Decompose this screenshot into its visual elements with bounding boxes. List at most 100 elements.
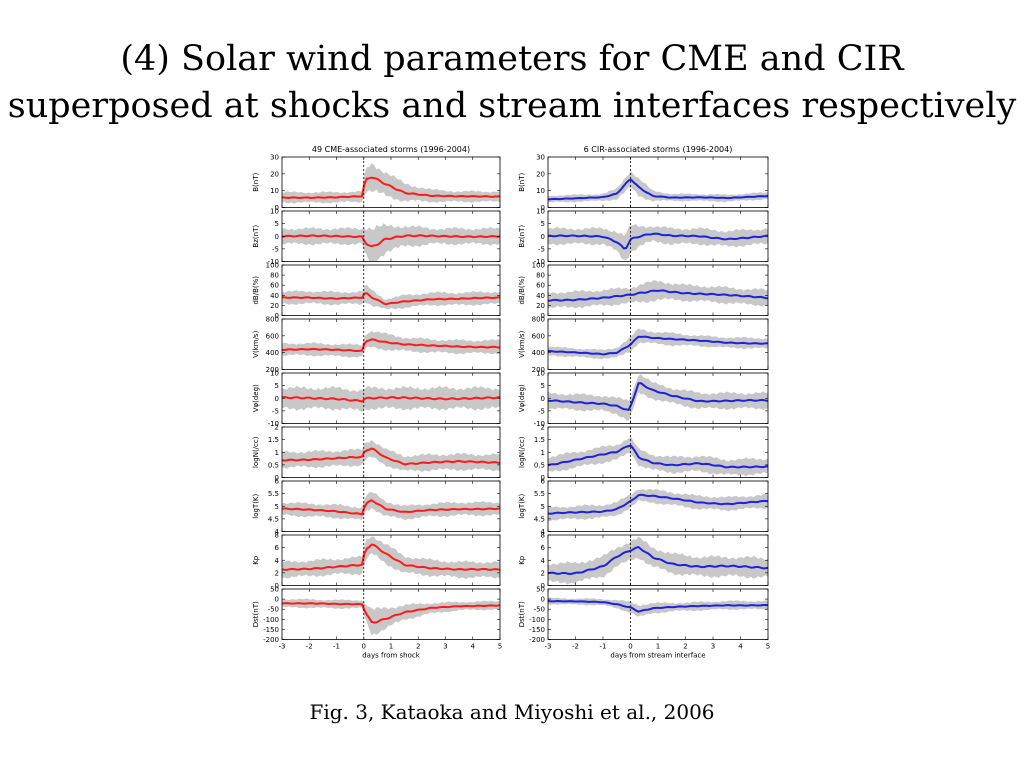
y-tick-label: 0.5 xyxy=(534,461,545,469)
y-tick-label: 1.5 xyxy=(534,436,545,444)
y-axis-label: V(km/s) xyxy=(518,330,526,357)
x-tick-label: 2 xyxy=(683,643,687,651)
y-tick-label: 0 xyxy=(541,474,545,482)
mean-curve xyxy=(547,600,769,613)
y-tick-label: 4.5 xyxy=(268,515,279,523)
y-tick-label: 0 xyxy=(541,596,545,604)
x-tick-label: 1 xyxy=(389,643,393,651)
y-tick-label: 4 xyxy=(275,528,280,536)
y-tick-label: 0 xyxy=(275,582,279,590)
y-tick-label: -5 xyxy=(538,245,545,253)
x-tick-label: -1 xyxy=(600,643,607,651)
y-tick-label: -50 xyxy=(534,606,545,614)
y-tick-label: 800 xyxy=(266,316,279,324)
spread-band xyxy=(548,374,768,421)
y-tick-label: 0 xyxy=(275,395,279,403)
y-tick-label: 40 xyxy=(536,292,545,300)
y-tick-label: 100 xyxy=(532,262,545,270)
y-tick-label: 4 xyxy=(275,557,280,565)
chart-title: 49 CME-associated storms (1996-2004) xyxy=(312,145,470,154)
y-tick-label: -200 xyxy=(263,636,279,644)
mean-curve xyxy=(281,602,501,624)
mean-curve xyxy=(281,234,501,248)
y-tick-label: -10 xyxy=(534,258,545,266)
y-axis-label: V(km/s) xyxy=(252,330,260,357)
y-tick-label: 0 xyxy=(541,204,545,212)
panel-frame xyxy=(547,588,769,640)
y-tick-label: 600 xyxy=(532,332,545,340)
y-tick-label: 4.5 xyxy=(534,515,545,523)
y-axis-label: Kp xyxy=(518,555,526,565)
y-axis-label: B(nT) xyxy=(518,172,526,191)
y-tick-label: 0 xyxy=(275,233,279,241)
y-tick-label: 10 xyxy=(536,370,545,378)
panel-3: 0 20 40 60 80 100 dB/B(%) xyxy=(252,262,501,320)
y-tick-label: 2 xyxy=(275,424,279,432)
spread-band xyxy=(282,330,500,358)
mean-curve xyxy=(281,447,501,466)
y-tick-label: 20 xyxy=(270,302,279,310)
y-tick-label: 10 xyxy=(270,370,279,378)
y-tick-label: -10 xyxy=(534,420,545,428)
y-axis-label: logN(/cc) xyxy=(518,436,526,468)
panel-7: 4 4.5 5 5.5 6 logT(K) xyxy=(252,478,501,536)
spread-band xyxy=(282,284,500,310)
x-tick-label: -2 xyxy=(572,643,579,651)
x-tick-label: 5 xyxy=(498,643,502,651)
y-tick-label: 0 xyxy=(541,582,545,590)
y-tick-label: 5.5 xyxy=(534,490,545,498)
x-tick-label: -2 xyxy=(306,643,313,651)
mean-curve xyxy=(281,396,501,403)
x-tick-label: 4 xyxy=(471,643,476,651)
y-tick-label: 0 xyxy=(275,474,279,482)
mean-curve xyxy=(281,292,501,306)
x-tick-label: 0 xyxy=(628,643,632,651)
y-tick-label: 20 xyxy=(270,170,279,178)
y-tick-label: 5 xyxy=(541,382,545,390)
slide-title-line-2: superposed at shocks and stream interfac… xyxy=(7,86,1017,126)
x-tick-label: -3 xyxy=(545,643,552,651)
y-tick-label: 50 xyxy=(536,586,545,594)
y-tick-label: -150 xyxy=(263,626,279,634)
mean-curve xyxy=(547,444,769,469)
mean-curve xyxy=(281,338,501,353)
x-axis-label: days from stream interface xyxy=(610,652,705,660)
spread-band xyxy=(548,280,768,309)
y-tick-label: 10 xyxy=(536,187,545,195)
panel-8: 0 2 4 6 8 Kp xyxy=(518,532,769,590)
y-tick-label: -5 xyxy=(272,407,279,415)
y-tick-label: 4 xyxy=(541,557,546,565)
panel-4: 200 400 600 800 V(km/s) xyxy=(252,316,501,374)
spread-band xyxy=(282,385,500,412)
x-tick-label: 0 xyxy=(362,643,366,651)
mean-curve xyxy=(547,382,769,411)
slide-title: (4) Solar wind parameters for CME and CI… xyxy=(0,36,1024,130)
panel-5: -10 -5 0 5 10 Vφ(deg) xyxy=(518,370,769,428)
y-tick-label: 1 xyxy=(541,449,545,457)
y-axis-label: Vφ(deg) xyxy=(252,384,260,412)
mean-curve xyxy=(547,493,769,515)
y-tick-label: 8 xyxy=(541,532,545,540)
panel-1: 0 10 20 30 B(nT) xyxy=(252,154,501,212)
y-tick-label: -150 xyxy=(529,626,545,634)
spread-band xyxy=(548,488,768,522)
y-tick-label: 0.5 xyxy=(268,461,279,469)
y-axis-label: logT(K) xyxy=(252,493,260,518)
y-tick-label: 0 xyxy=(275,204,279,212)
mean-curve xyxy=(547,289,769,302)
y-tick-label: 400 xyxy=(266,349,279,357)
y-tick-label: 10 xyxy=(270,208,279,216)
spread-band xyxy=(282,162,500,204)
y-tick-label: 0 xyxy=(541,395,545,403)
x-tick-label: 3 xyxy=(443,643,447,651)
y-tick-label: 5 xyxy=(275,382,279,390)
chart-cme: 49 CME-associated storms (1996-2004)0102… xyxy=(252,145,502,660)
panel-7: 4 4.5 5 5.5 6 logT(K) xyxy=(518,478,769,536)
y-tick-label: -5 xyxy=(538,407,545,415)
x-tick-label: 2 xyxy=(416,643,420,651)
y-tick-label: 30 xyxy=(270,154,279,162)
x-tick-label: 3 xyxy=(711,643,715,651)
y-tick-label: 6 xyxy=(275,478,280,486)
y-axis-label: Vφ(deg) xyxy=(518,384,526,412)
y-tick-label: 5 xyxy=(541,503,545,511)
